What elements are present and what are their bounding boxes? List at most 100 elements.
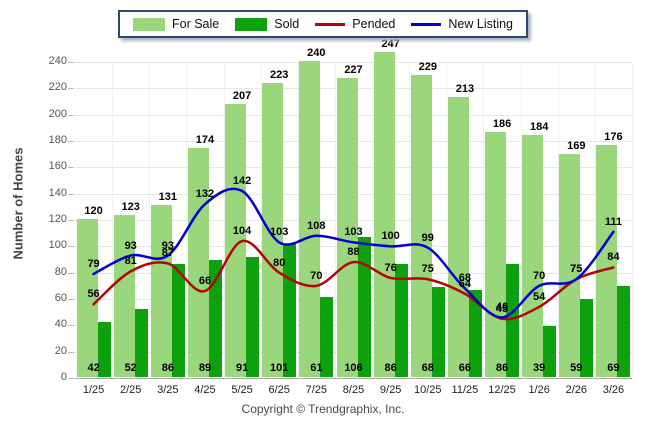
x-tick-label: 11/25 bbox=[451, 384, 479, 396]
y-tick-label: 0 bbox=[60, 371, 67, 383]
pended-value-label: 80 bbox=[273, 256, 286, 269]
bar-swatch-icon bbox=[132, 17, 165, 31]
y-tick-mark bbox=[68, 167, 74, 169]
y-tick-mark bbox=[68, 351, 74, 353]
y-tick-mark bbox=[68, 246, 74, 248]
line-swatch-icon bbox=[315, 22, 346, 26]
x-tick-label: 4/25 bbox=[194, 384, 216, 396]
sold-bar bbox=[171, 263, 185, 377]
new-listing-value-label: 103 bbox=[344, 226, 363, 239]
legend-label: For Sale bbox=[171, 17, 220, 31]
for-sale-value-label: 174 bbox=[195, 133, 215, 146]
pended-value-label: 84 bbox=[607, 251, 620, 264]
y-tick-mark bbox=[68, 272, 74, 274]
for-sale-bar bbox=[150, 204, 172, 377]
sold-bar bbox=[543, 325, 557, 377]
for-sale-bar bbox=[373, 51, 395, 377]
new-listing-value-label: 111 bbox=[604, 215, 622, 228]
gridline bbox=[75, 378, 632, 379]
sold-value-label: 91 bbox=[235, 362, 249, 374]
x-tick-label: 10/25 bbox=[414, 384, 442, 396]
pended-line bbox=[92, 239, 615, 321]
new-listing-value-label: 70 bbox=[533, 269, 546, 282]
new-listing-value-label: 46 bbox=[495, 301, 509, 314]
sold-bar bbox=[320, 296, 334, 377]
y-tick-mark bbox=[68, 88, 74, 90]
y-tick-mark bbox=[68, 378, 74, 379]
pended-value-label: 88 bbox=[347, 246, 360, 259]
y-tick-label: 20 bbox=[54, 344, 67, 357]
new-listing-value-label: 99 bbox=[421, 231, 434, 244]
for-sale-bar bbox=[76, 219, 98, 377]
pended-value-label: 76 bbox=[384, 261, 397, 274]
for-sale-value-label: 120 bbox=[84, 205, 103, 217]
y-tick-label: 40 bbox=[54, 318, 67, 331]
for-sale-bar bbox=[522, 134, 544, 377]
sold-value-label: 61 bbox=[310, 362, 323, 374]
legend: For Sale Sold Pended New Listing bbox=[117, 10, 529, 38]
new-listing-value-label: 68 bbox=[458, 272, 472, 285]
pended-value-label: 45 bbox=[495, 302, 509, 315]
x-tick-label: 1/25 bbox=[82, 384, 105, 396]
x-tick-label: 9/25 bbox=[379, 384, 402, 396]
pended-value-label: 81 bbox=[124, 255, 137, 268]
sold-bar bbox=[431, 287, 445, 377]
sold-bar bbox=[506, 263, 520, 377]
for-sale-value-label: 229 bbox=[418, 61, 437, 74]
new-listing-value-label: 103 bbox=[270, 226, 289, 239]
pended-value-label: 70 bbox=[310, 269, 323, 282]
y-tick-label: 100 bbox=[48, 239, 67, 252]
y-tick-label: 60 bbox=[54, 292, 67, 304]
sold-bar bbox=[97, 321, 111, 377]
sold-value-label: 101 bbox=[270, 362, 289, 374]
bar-swatch-icon bbox=[235, 17, 268, 31]
y-tick-label: 120 bbox=[48, 213, 67, 225]
for-sale-value-label: 176 bbox=[604, 131, 623, 144]
y-tick-label: 240 bbox=[48, 55, 67, 67]
y-tick-mark bbox=[68, 220, 74, 221]
pended-value-label: 56 bbox=[87, 288, 100, 301]
new-listing-line bbox=[92, 187, 615, 319]
for-sale-value-label: 213 bbox=[455, 82, 475, 95]
y-tick-label: 180 bbox=[48, 134, 67, 146]
legend-label: Pended bbox=[352, 17, 396, 31]
y-tick-mark bbox=[68, 325, 74, 327]
sold-value-label: 66 bbox=[458, 362, 472, 374]
x-tick-label: 2/25 bbox=[119, 384, 142, 396]
sold-bar bbox=[134, 308, 148, 377]
new-listing-value-label: 132 bbox=[195, 188, 215, 201]
x-tick-label: 1/26 bbox=[528, 384, 550, 396]
x-tick-label: 6/25 bbox=[268, 384, 290, 396]
pended-value-label: 75 bbox=[421, 263, 434, 276]
pended-value-label: 75 bbox=[570, 263, 583, 276]
new-listing-value-label: 142 bbox=[232, 175, 252, 188]
legend-item-pended: Pended bbox=[315, 17, 395, 31]
sold-bar bbox=[394, 263, 408, 377]
sold-bar bbox=[208, 259, 222, 377]
sold-bar bbox=[246, 257, 260, 377]
y-tick-mark bbox=[68, 141, 74, 142]
y-tick-label: 220 bbox=[48, 81, 67, 94]
x-tick-label: 12/25 bbox=[488, 384, 516, 396]
x-tick-label: 2/26 bbox=[565, 384, 587, 396]
gridline bbox=[75, 62, 632, 63]
for-sale-value-label: 186 bbox=[492, 118, 512, 131]
for-sale-bar bbox=[410, 75, 432, 377]
sold-value-label: 106 bbox=[344, 362, 363, 374]
y-tick-mark bbox=[68, 193, 74, 195]
sold-value-label: 89 bbox=[198, 362, 212, 374]
sold-value-label: 42 bbox=[87, 362, 100, 374]
for-sale-bar bbox=[485, 132, 507, 377]
sold-value-label: 86 bbox=[495, 362, 509, 374]
legend-label: Sold bbox=[274, 17, 300, 31]
x-tick-label: 8/25 bbox=[342, 384, 365, 396]
for-sale-bar bbox=[559, 154, 581, 377]
copyright-text: Copyright © Trendgraphix, Inc. bbox=[241, 402, 405, 416]
for-sale-bar bbox=[596, 145, 618, 377]
plot-area: 0 20 40 60 80 100 120 140 160 180 200 220 240 120 42 1/… bbox=[49, 28, 633, 396]
sold-bar bbox=[357, 237, 371, 377]
new-listing-value-label: 75 bbox=[570, 263, 583, 276]
pended-value-label: 87 bbox=[161, 247, 174, 260]
y-tick-mark bbox=[68, 62, 74, 63]
for-sale-value-label: 227 bbox=[344, 64, 363, 77]
